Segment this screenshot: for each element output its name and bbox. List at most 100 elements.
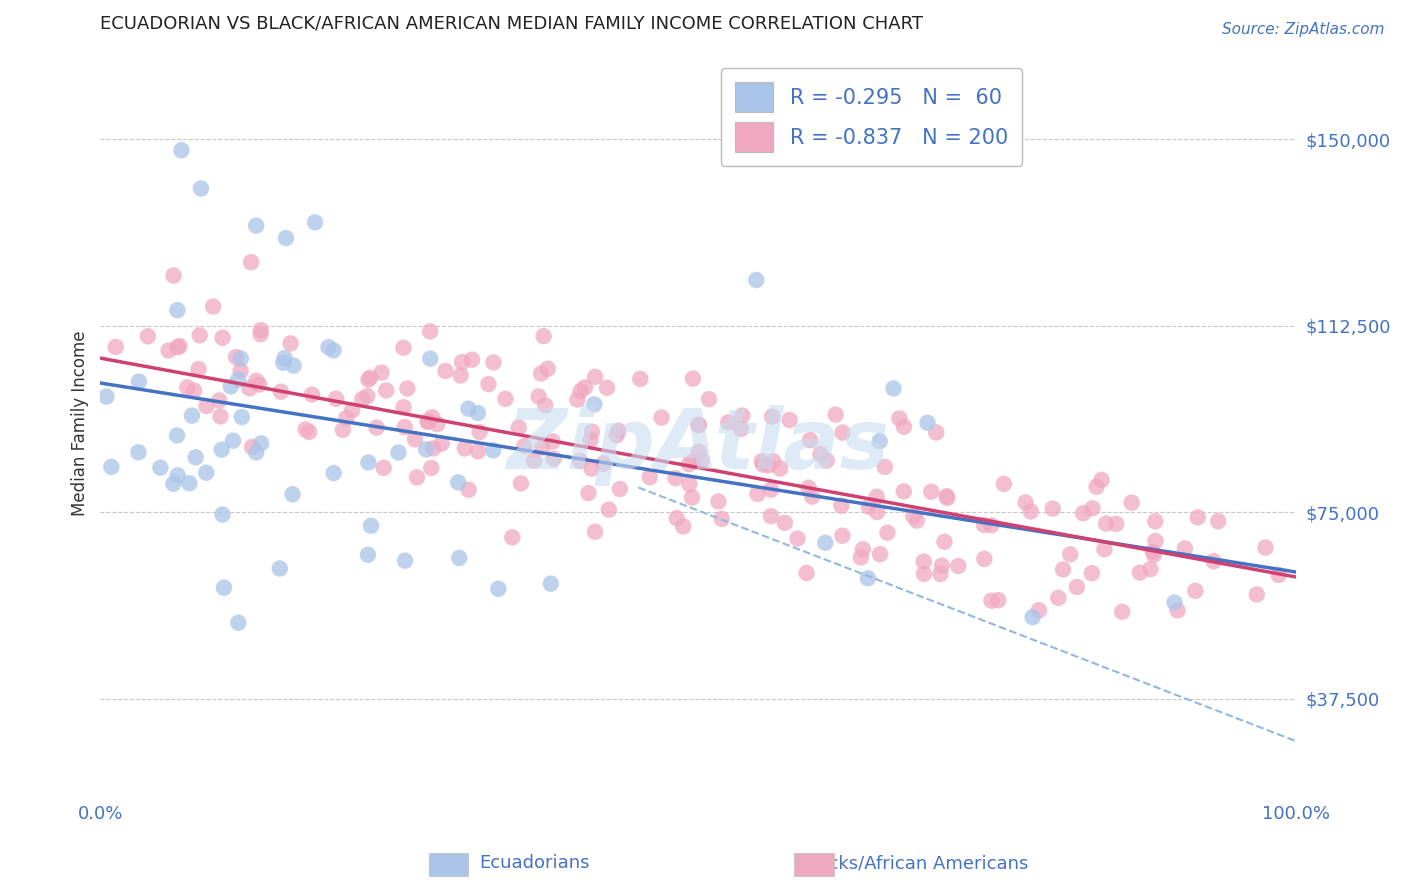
Point: [179, 476, 201, 491]
Point: [451, 355, 474, 369]
Point: [936, 491, 959, 505]
Point: [245, 445, 267, 459]
Point: [360, 518, 382, 533]
Point: [773, 516, 796, 530]
Point: [1085, 480, 1108, 494]
Point: [583, 370, 606, 384]
Point: [1187, 510, 1209, 524]
Point: [450, 368, 472, 383]
Point: [166, 303, 188, 318]
Point: [332, 423, 354, 437]
Text: Ecuadorians: Ecuadorians: [479, 855, 589, 872]
Point: [852, 542, 875, 557]
Point: [756, 458, 779, 473]
Point: [467, 444, 489, 458]
Point: [477, 377, 499, 392]
Point: [799, 433, 821, 447]
Point: [873, 460, 896, 475]
Point: [581, 425, 603, 439]
Point: [1144, 534, 1167, 549]
Point: [731, 409, 754, 423]
Point: [366, 420, 388, 434]
Point: [513, 439, 536, 453]
Point: [304, 215, 326, 229]
Point: [359, 370, 381, 384]
Point: [931, 558, 953, 573]
Point: [889, 411, 911, 425]
Point: [583, 397, 606, 411]
Point: [127, 445, 149, 459]
Point: [824, 408, 846, 422]
Point: [606, 428, 628, 442]
Point: [394, 554, 416, 568]
Point: [373, 460, 395, 475]
Point: [301, 387, 323, 401]
Point: [486, 582, 509, 596]
Point: [581, 461, 603, 475]
Point: [273, 351, 295, 365]
Point: [454, 442, 477, 456]
Point: [1142, 545, 1164, 559]
Point: [534, 398, 557, 412]
Point: [973, 552, 995, 566]
Point: [678, 477, 700, 491]
Point: [567, 392, 589, 407]
Point: [1081, 501, 1104, 516]
Point: [583, 524, 606, 539]
Point: [394, 420, 416, 434]
Point: [569, 454, 592, 468]
Point: [392, 341, 415, 355]
Point: [987, 593, 1010, 607]
Point: [752, 458, 775, 472]
Y-axis label: Median Family Income: Median Family Income: [72, 330, 89, 516]
Point: [181, 409, 204, 423]
Point: [858, 500, 880, 514]
Point: [578, 486, 600, 500]
Point: [973, 517, 995, 532]
Point: [357, 373, 380, 387]
Point: [426, 417, 449, 431]
Point: [420, 410, 443, 425]
Point: [920, 484, 942, 499]
Point: [447, 475, 470, 490]
Point: [779, 413, 801, 427]
Point: [202, 300, 225, 314]
Point: [240, 255, 263, 269]
Point: [596, 381, 619, 395]
Point: [430, 436, 453, 450]
Point: [1121, 496, 1143, 510]
Point: [357, 548, 380, 562]
Point: [664, 471, 686, 485]
Point: [759, 483, 782, 497]
Point: [856, 571, 879, 585]
Point: [759, 509, 782, 524]
Point: [419, 351, 441, 366]
Point: [849, 550, 872, 565]
Point: [162, 268, 184, 283]
Point: [222, 434, 245, 448]
Point: [638, 470, 661, 484]
Point: [482, 355, 505, 369]
Point: [1267, 568, 1289, 582]
Text: ECUADORIAN VS BLACK/AFRICAN AMERICAN MEDIAN FAMILY INCOME CORRELATION CHART: ECUADORIAN VS BLACK/AFRICAN AMERICAN MED…: [100, 15, 924, 33]
Point: [747, 487, 769, 501]
Point: [866, 505, 889, 519]
Point: [769, 461, 792, 475]
Point: [541, 434, 564, 449]
Point: [508, 420, 530, 434]
Point: [883, 381, 905, 395]
Point: [461, 352, 484, 367]
Point: [340, 403, 363, 417]
Point: [1246, 587, 1268, 601]
Point: [245, 374, 267, 388]
Point: [1042, 501, 1064, 516]
Point: [208, 393, 231, 408]
Point: [1111, 605, 1133, 619]
Point: [280, 336, 302, 351]
Point: [574, 380, 596, 394]
Point: [422, 442, 444, 456]
Point: [281, 487, 304, 501]
Point: [226, 373, 249, 387]
Point: [905, 514, 928, 528]
Point: [1254, 541, 1277, 555]
